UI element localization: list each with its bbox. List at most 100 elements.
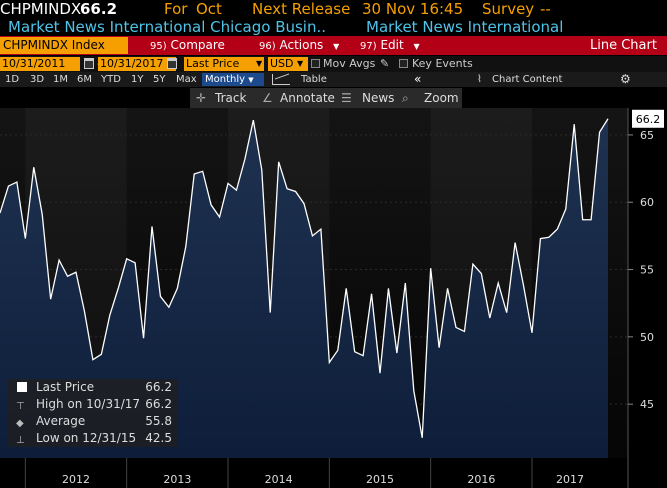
period-ytd[interactable]: YTD [101,74,121,85]
x-tick-label: 2014 [265,473,293,486]
for-label: For [164,0,188,18]
start-calendar-icon[interactable] [84,58,94,69]
zoom-button[interactable]: Zoom [424,91,459,105]
field-select[interactable]: Last Price [184,57,264,71]
next-release-label: Next Release [252,0,351,18]
compare-label: Compare [170,38,225,52]
actions-num: 96) [259,41,276,52]
last-value-box [632,109,664,128]
edit-num: 97) [360,41,377,52]
last-price-swatch [17,382,27,392]
period-bar: 1D 3D 1M 6M YTD 1Y 5Y Max Monthly ▼ Tabl… [0,72,667,87]
frequency-label: Monthly [205,74,246,85]
mov-avgs-label: Mov Avgs [323,57,376,70]
average-marker-icon: ◆ [16,418,24,429]
currency-dropdown-icon[interactable]: ▼ [297,59,304,68]
legend-high-label: High on 10/31/17 [36,397,141,411]
period-max[interactable]: Max [176,74,197,85]
end-date-field[interactable]: 10/31/2017 [98,57,176,71]
ticker-field[interactable]: CHPMINDX Index [0,37,128,54]
chart-type-button[interactable]: Line Chart [590,38,657,53]
last-value-label: 66.2 [636,113,661,126]
legend-average: ◆ Average 55.8 [8,413,178,429]
for-value: Oct [196,0,222,18]
range-bar: 10/31/2011 - 10/31/2017 Last Price ▼ USD… [0,56,667,72]
source-left: Market News International Chicago Busin.… [8,18,327,36]
y-tick-label: 45 [640,398,654,411]
legend-last-price[interactable]: Last Price 66.2 [8,379,178,395]
legend-low-label: Low on 12/31/15 [36,431,137,445]
legend-average-value: 55.8 [145,414,172,428]
chart-legend: Last Price 66.2 ⊤ High on 10/31/17 66.2 … [8,379,178,447]
x-tick-label: 2013 [163,473,191,486]
compare-button[interactable]: 95) Compare [150,36,225,56]
series-area [0,118,608,458]
gear-icon[interactable]: ⚙ [620,72,631,86]
news-button[interactable]: News [362,91,395,105]
x-tick-label: 2016 [467,473,495,486]
survey-label: Survey [482,0,535,18]
edit-button[interactable]: 97) Edit ▼ [360,36,420,56]
high-marker-icon: ⊤ [16,401,25,412]
legend-high: ⊤ High on 10/31/17 66.2 [8,396,178,412]
last-value: 66.2 [80,0,118,18]
x-axis: 2012 2013 2014 2015 2016 2017 [24,458,584,488]
period-1d[interactable]: 1D [5,74,20,85]
zoom-icon: ⌕ [402,91,409,105]
y-tick-label: 55 [640,264,654,277]
track-icon: ✛ [196,91,207,105]
legend-low-value: 42.5 [145,431,172,445]
chart-tools: ✛ Track ∠ Annotate ☰ News ⌕ Zoom [190,88,462,108]
chart-content-icon: ⌇ [477,74,482,85]
period-6m[interactable]: 6M [77,74,92,85]
x-tick-label: 2012 [62,473,90,486]
y-axis: 45 50 55 60 65 [627,108,654,488]
compare-num: 95) [150,41,167,52]
edit-label: Edit [380,38,404,52]
field-dropdown-icon[interactable]: ▼ [256,59,263,68]
mov-avgs-checkbox[interactable] [311,59,320,68]
news-icon: ☰ [341,91,352,105]
x-tick-label: 2015 [366,473,394,486]
y-tick-label: 60 [640,196,654,209]
y-tick-label: 65 [640,129,654,142]
table-button[interactable]: Table [301,74,327,85]
main-toolbar: CHPMINDX Index 95) Compare 96) Actions ▼… [0,36,667,55]
key-events-checkbox[interactable] [399,59,408,68]
pencil-icon[interactable]: ✎ [380,57,390,70]
tool-bar: ✛ Track ∠ Annotate ☰ News ⌕ Zoom [0,88,667,108]
period-1m[interactable]: 1M [53,74,68,85]
actions-button[interactable]: 96) Actions ▼ [259,36,339,56]
currency-select[interactable]: USD [268,57,308,71]
legend-last-price-value: 66.2 [145,380,172,394]
y-tick-label: 50 [640,331,654,344]
frequency-select[interactable]: Monthly ▼ [202,73,264,86]
actions-dropdown-icon: ▼ [333,42,340,51]
legend-average-label: Average [36,414,86,428]
source-right: Market News International [366,18,564,36]
end-calendar-icon[interactable] [167,58,177,69]
source-header: Market News International Chicago Busin.… [0,18,667,36]
ticker-name: CHPMINDX [0,0,82,18]
x-tick-label: 2017 [556,473,584,486]
period-1y[interactable]: 1Y [131,74,144,85]
line-chart-icon[interactable] [272,74,290,85]
collapse-left-icon[interactable]: « [414,72,422,86]
survey-value: -- [540,0,551,18]
track-button[interactable]: Track [215,91,247,105]
series-line[interactable] [0,118,609,438]
start-date-field[interactable]: 10/31/2011 [0,57,80,71]
period-5y[interactable]: 5Y [153,74,166,85]
chart-content-button[interactable]: Chart Content [492,74,563,85]
annotate-icon: ∠ [262,91,273,105]
key-events-label: Key Events [412,57,473,70]
period-3d[interactable]: 3D [30,74,45,85]
frequency-dropdown-icon: ▼ [248,76,254,84]
x-axis-background [0,458,628,488]
legend-high-value: 66.2 [145,397,172,411]
edit-dropdown-icon: ▼ [413,42,420,51]
low-marker-icon: ⊥ [16,435,25,446]
annotate-button[interactable]: Annotate [280,91,335,105]
next-release-value: 30 Nov 16:45 [362,0,464,18]
actions-label: Actions [279,38,324,52]
